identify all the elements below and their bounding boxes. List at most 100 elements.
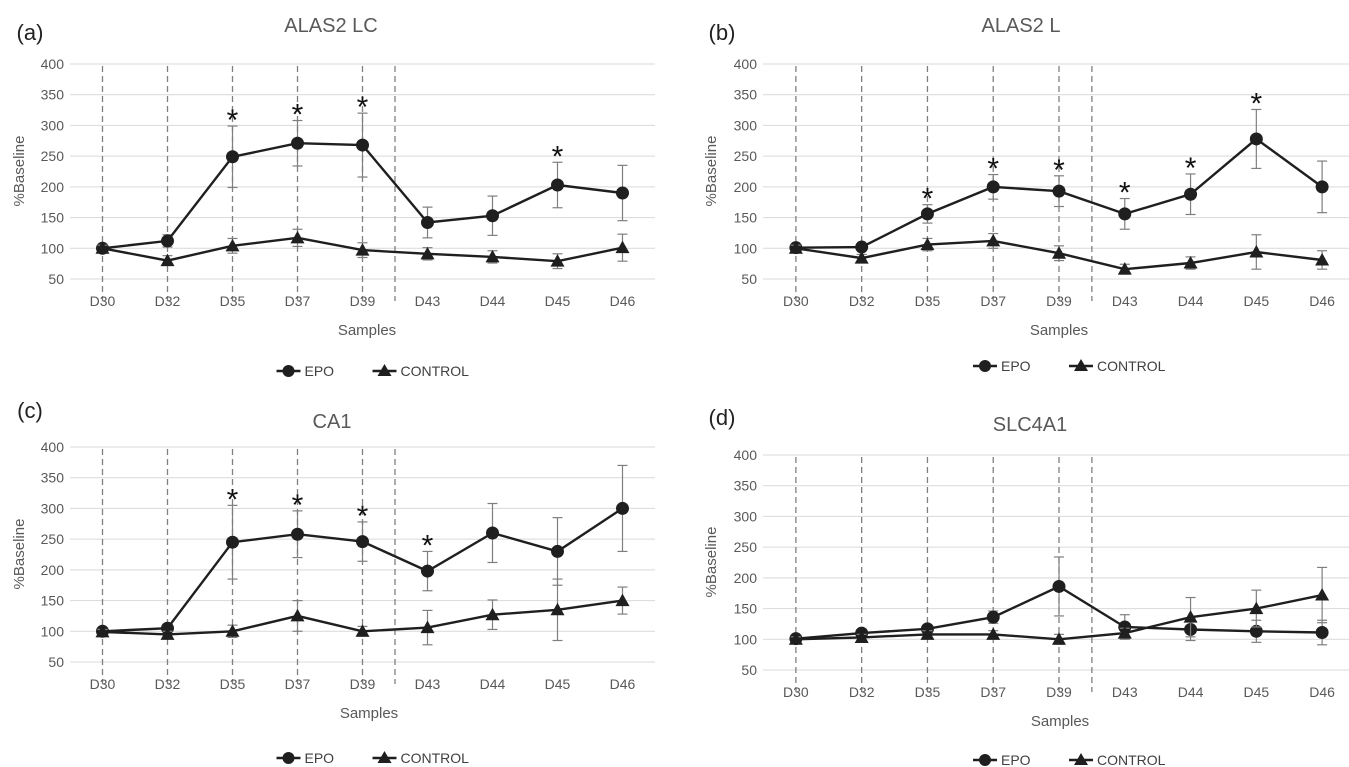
x-tick-label: D32 [849,293,875,309]
control-point [95,624,110,638]
x-tick-label: D43 [415,676,441,692]
significance-star: * [292,489,304,522]
control-point [290,230,305,244]
control-point [1183,610,1198,623]
x-tick-label: D35 [915,684,941,700]
panel-letter: (c) [17,398,43,423]
x-tick-label: D46 [1309,293,1335,309]
y-axis-label: %Baseline [703,527,720,598]
y-tick-label: 400 [41,56,65,72]
legend-control-label: CONTROL [1097,752,1166,767]
control-point [854,251,869,264]
significance-star: * [357,500,369,533]
y-tick-label: 300 [734,508,758,524]
legend-control-marker [1074,753,1088,765]
y-tick-label: 400 [734,447,758,463]
epo-point [551,178,564,192]
control-point [1315,588,1330,601]
y-tick-label: 200 [734,179,758,195]
x-tick-label: D46 [610,293,636,309]
legend-epo-label: EPO [1001,752,1031,767]
significance-star: * [422,529,434,562]
control-point [355,243,370,256]
y-tick-label: 50 [741,662,757,678]
x-tick-label: D44 [1178,293,1204,309]
panel-letter: (b) [709,20,736,45]
control-point [854,630,869,643]
x-tick-label: D37 [285,676,311,692]
epo-point [291,527,304,541]
control-point [355,624,370,637]
x-tick-label: D35 [220,293,246,309]
epo-point [356,535,369,549]
control-point [986,233,1001,247]
x-tick-label: D39 [1046,293,1072,309]
x-tick-label: D43 [415,293,441,309]
chart-title: ALAS2 L [982,15,1061,37]
y-tick-label: 150 [734,601,758,617]
significance-star: * [987,153,999,186]
control-point [1249,601,1264,615]
chart-panel-c: (c) CA1 50 100 150 200 250 300 350 400 D30 D32 D35 D3… [11,398,655,766]
epo-point [226,150,239,164]
x-tick-label: D45 [545,293,571,309]
epo-point [1249,132,1263,146]
chart-panel-b: (b) ALAS2 L 50 100 150 200 250 300 350 400 D30 D32 D… [703,15,1349,374]
legend-control-label: CONTROL [401,363,470,379]
y-tick-label: 150 [41,210,65,226]
control-point [485,249,500,263]
y-tick-label: 400 [734,56,758,72]
significance-star: * [357,91,369,124]
control-point [615,240,630,254]
chart-title: SLC4A1 [993,414,1068,436]
epo-point [291,136,304,150]
legend-epo-marker [979,360,991,372]
x-tick-label: D44 [480,676,506,692]
y-tick-label: 300 [41,500,65,516]
chart-title: ALAS2 LC [284,15,377,37]
control-point [1052,246,1066,259]
epo-point [920,207,934,221]
legend-epo-marker [979,754,991,766]
epo-point [1315,180,1329,194]
x-tick-label: D37 [980,293,1006,309]
x-tick-label: D43 [1112,684,1138,700]
epo-point [1118,207,1132,221]
x-tick-label: D44 [480,293,506,309]
y-tick-label: 250 [734,539,758,555]
chart-panel-a: (a) ALAS2 LC 50 100 150 200 250 300 350 400 D30 D32… [11,15,655,379]
y-tick-label: 200 [41,562,65,578]
epo-point [161,234,174,248]
legend-epo-label: EPO [305,363,335,379]
x-tick-label: D45 [1243,293,1269,309]
y-tick-label: 300 [734,117,758,133]
y-tick-label: 250 [41,148,65,164]
epo-point [855,240,869,254]
y-tick-label: 400 [41,439,65,455]
epo-point [616,501,629,515]
control-point [788,632,803,645]
legend-control-label: CONTROL [401,750,470,766]
legend-epo-label: EPO [1001,358,1031,374]
y-tick-label: 300 [41,117,65,133]
x-axis-label: Samples [338,322,396,339]
epo-point [356,138,369,152]
legend-control-marker [377,751,392,763]
control-point [1117,262,1132,275]
y-axis-label: %Baseline [11,136,28,207]
significance-star: * [922,183,934,216]
control-point [1249,244,1264,258]
y-tick-label: 350 [734,478,758,494]
control-point [986,627,1001,640]
control-point [550,602,565,616]
y-tick-label: 100 [41,240,65,256]
y-tick-label: 350 [41,470,65,486]
x-tick-label: D44 [1178,684,1204,700]
x-axis-label: Samples [1031,713,1089,730]
x-tick-label: D39 [350,293,376,309]
epo-point [486,209,499,223]
control-point [788,241,803,254]
control-point [615,593,630,607]
x-tick-label: D37 [980,684,1006,700]
x-tick-label: D30 [90,676,116,692]
